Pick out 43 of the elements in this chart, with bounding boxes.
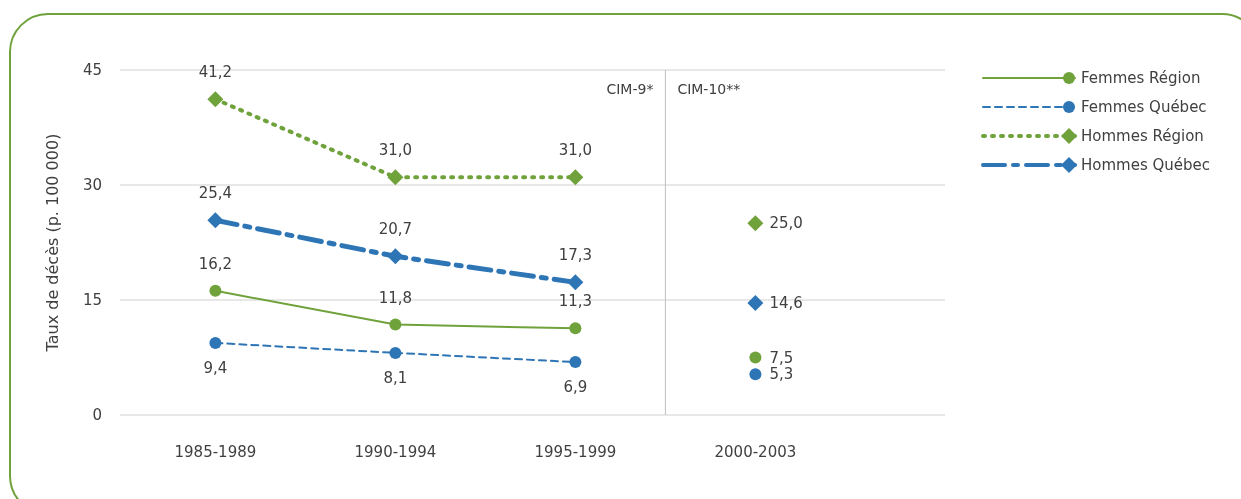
x-tick-label: 2000-2003 xyxy=(714,443,797,461)
point xyxy=(387,169,404,186)
point xyxy=(207,91,224,108)
x-tick-label: 1990-1994 xyxy=(354,443,437,461)
data-label: 41,2 xyxy=(198,63,233,82)
data-label: 7,5 xyxy=(769,348,794,367)
point xyxy=(569,356,582,369)
point xyxy=(207,212,224,229)
data-label: 17,3 xyxy=(558,246,593,265)
legend-label: Hommes Québec xyxy=(1081,156,1211,174)
y-tick-label: 30 xyxy=(82,176,102,194)
legend-label: Femmes Région xyxy=(1081,69,1201,87)
data-label: 5,3 xyxy=(769,365,794,384)
point xyxy=(389,346,402,359)
point xyxy=(387,248,404,265)
data-label: 31,0 xyxy=(378,141,413,160)
y-tick-label: 45 xyxy=(82,61,102,79)
y-tick-label: 0 xyxy=(92,406,102,424)
legend-label: Femmes Québec xyxy=(1081,98,1207,116)
annotation: CIM-10** xyxy=(677,81,741,97)
data-label: 6,9 xyxy=(563,378,588,397)
point xyxy=(209,284,222,297)
annotation: CIM-9* xyxy=(606,81,654,97)
x-tick-label: 1995-1999 xyxy=(534,443,617,461)
data-label: 25,0 xyxy=(769,214,803,233)
legend-label: Hommes Région xyxy=(1081,127,1204,145)
data-label: 11,3 xyxy=(558,292,593,311)
data-label: 9,4 xyxy=(203,358,228,377)
point xyxy=(209,336,222,349)
point xyxy=(567,274,584,291)
y-axis-title: Taux de décès (p. 100 000) xyxy=(43,133,62,353)
x-tick-label: 1985-1989 xyxy=(174,443,257,461)
data-label: 11,8 xyxy=(378,288,413,307)
data-label: 20,7 xyxy=(378,220,413,239)
point xyxy=(567,169,584,186)
data-label: 16,2 xyxy=(198,254,233,273)
data-label: 14,6 xyxy=(769,294,803,313)
data-label: 25,4 xyxy=(198,184,233,203)
data-label: 8,1 xyxy=(383,368,408,387)
data-label: 31,0 xyxy=(558,141,593,160)
point xyxy=(389,318,402,331)
y-tick-label: 15 xyxy=(82,291,102,309)
point xyxy=(569,322,582,335)
